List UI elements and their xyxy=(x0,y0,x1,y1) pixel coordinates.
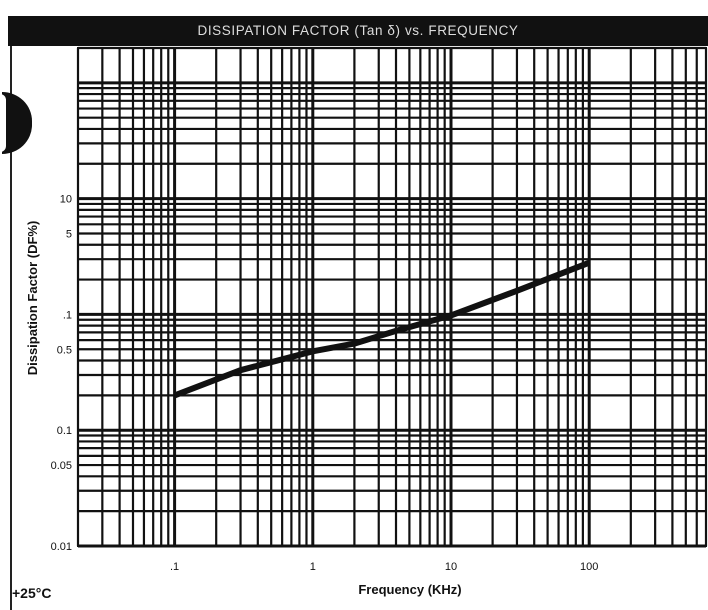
x-tick-label: 1 xyxy=(310,561,316,573)
y-tick-label: 0.05 xyxy=(51,460,72,472)
y-tick-label: 0.1 xyxy=(57,425,72,437)
y-tick-label: .1 xyxy=(63,309,72,321)
y-tick-labels: 0.01 0.05 0.1 0.5 .1 5 10 xyxy=(51,194,72,553)
chart-title: DISSIPATION FACTOR (Tan δ) vs. FREQUENCY xyxy=(197,23,519,38)
series-layer xyxy=(173,259,591,399)
page-left-rule xyxy=(10,46,12,610)
chart-title-bar: DISSIPATION FACTOR (Tan δ) vs. FREQUENCY xyxy=(8,16,708,46)
plot-frame xyxy=(77,47,707,547)
horizontal-gridlines xyxy=(78,46,706,548)
x-tick-label: 10 xyxy=(445,561,457,573)
x-tick-label: 100 xyxy=(580,561,598,573)
x-tick-label: .1 xyxy=(170,561,179,573)
temperature-annotation: +25°C xyxy=(12,585,52,601)
y-tick-label: 5 xyxy=(66,228,72,240)
y-tick-label: 0.5 xyxy=(57,344,72,356)
df-curve xyxy=(173,259,591,399)
x-axis-label: Frequency (KHz) xyxy=(358,582,461,597)
y-axis-label: Dissipation Factor (DF%) xyxy=(25,221,40,376)
x-tick-labels: .1 1 10 100 xyxy=(170,561,598,573)
y-tick-label: 10 xyxy=(60,194,72,206)
binder-hole-rim xyxy=(0,94,6,152)
y-tick-label: 0.01 xyxy=(51,541,72,553)
vertical-gridlines xyxy=(76,48,708,546)
